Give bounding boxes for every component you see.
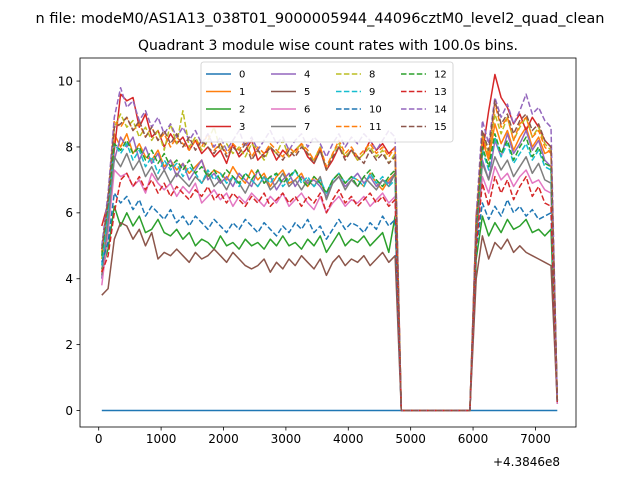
series-line-13 [101, 172, 559, 412]
plot-area [101, 73, 559, 412]
legend-label-13: 13 [434, 87, 447, 98]
x-tick-label-1000: 1000 [146, 432, 177, 446]
legend-label-1: 1 [239, 87, 245, 98]
legend-label-5: 5 [304, 87, 310, 98]
x-tick-label-3000: 3000 [271, 432, 302, 446]
legend-label-12: 12 [434, 70, 447, 81]
series-lines [101, 73, 559, 412]
series-line-10 [101, 192, 559, 412]
legend-label-6: 6 [304, 105, 310, 116]
series-line-2 [101, 205, 559, 412]
legend-label-11: 11 [369, 122, 382, 133]
legend-label-4: 4 [304, 70, 310, 81]
series-line-15 [101, 100, 559, 412]
series-line-5 [101, 221, 559, 412]
x-tick-label-6000: 6000 [458, 432, 489, 446]
figure-suptitle: n file: modeM0/AS1A13_038T01_9000005944_… [36, 11, 605, 27]
axes-frame [79, 57, 577, 428]
x-tick-label-0: 0 [95, 432, 103, 446]
x-tick-label-5000: 5000 [395, 432, 426, 446]
legend-box [200, 61, 454, 143]
x-tick-label-7000: 7000 [520, 432, 551, 446]
y-tick-label-0: 0 [65, 404, 73, 418]
y-tick-label-6: 6 [65, 206, 73, 220]
legend-label-14: 14 [434, 105, 447, 116]
legend-label-2: 2 [239, 105, 245, 116]
legend-label-15: 15 [434, 122, 447, 133]
legend-label-0: 0 [239, 70, 245, 81]
x-offset-label: +4.3846e8 [493, 455, 560, 469]
legend-label-9: 9 [369, 87, 375, 98]
x-tick-label-2000: 2000 [208, 432, 239, 446]
x-tick-label-4000: 4000 [333, 432, 364, 446]
y-tick-label-4: 4 [65, 272, 73, 286]
legend-label-7: 7 [304, 122, 310, 133]
y-tick-label-8: 8 [65, 140, 73, 154]
chart-title: Quadrant 3 module wise count rates with … [138, 38, 518, 54]
legend-label-10: 10 [369, 105, 382, 116]
y-tick-label-2: 2 [65, 338, 73, 352]
y-tick-label-10: 10 [58, 74, 73, 88]
series-line-12 [101, 133, 559, 412]
legend-label-3: 3 [239, 122, 245, 133]
series-line-7 [101, 152, 559, 412]
legend-label-8: 8 [369, 70, 375, 81]
